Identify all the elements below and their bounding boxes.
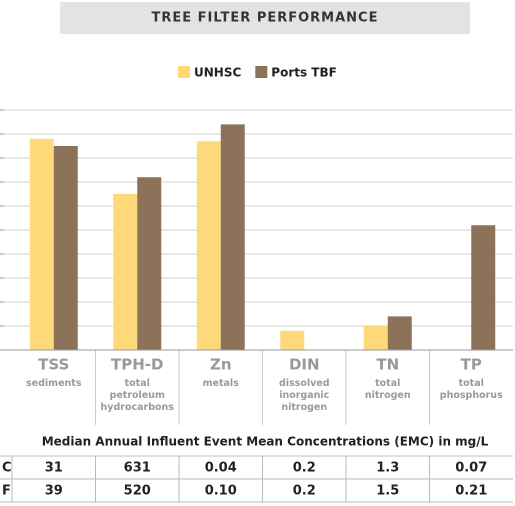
x-tick-label: TSS — [38, 356, 69, 374]
table-cell: 1.3 — [376, 461, 399, 476]
x-tick-label: TN — [376, 356, 399, 374]
table-cell: 0.07 — [455, 461, 487, 476]
x-tick-label: DIN — [289, 356, 320, 374]
bar — [113, 194, 138, 350]
table-cell: 631 — [124, 461, 151, 476]
category-note: sediments — [26, 378, 82, 389]
bar — [137, 177, 162, 350]
table-title: Median Annual Influent Event Mean Concen… — [42, 435, 489, 449]
bar — [471, 225, 496, 350]
legend-swatch — [178, 66, 190, 78]
table-cell: 0.2 — [293, 484, 316, 499]
row-label: F — [2, 484, 11, 499]
bar — [280, 330, 305, 350]
legend-label: Ports TBF — [271, 66, 337, 80]
table-cell: 39 — [45, 484, 63, 499]
table-cell: 520 — [124, 484, 151, 499]
bar — [196, 141, 221, 350]
table-cell: 31 — [45, 461, 63, 476]
x-tick-label: TP — [461, 356, 482, 374]
table-cell: 0.10 — [205, 484, 237, 499]
title-box — [60, 2, 470, 34]
bar — [220, 124, 245, 351]
table-cell: 0.2 — [293, 461, 316, 476]
legend-label: UNHSC — [194, 66, 241, 80]
category-note: dissolved inorganic nitrogen — [279, 378, 330, 413]
table-cell: 1.5 — [376, 484, 399, 499]
category-note: total phosphorus — [440, 378, 503, 401]
x-tick-label: TPH-D — [111, 356, 163, 374]
legend-swatch — [255, 66, 268, 78]
bar — [53, 146, 78, 350]
category-note: metals — [203, 378, 240, 389]
table-cell: 0.04 — [205, 461, 237, 476]
bar — [29, 138, 54, 350]
category-note: total petroleum hydrocarbons — [101, 378, 175, 413]
row-label: C — [2, 461, 12, 476]
category-note: total nitrogen — [365, 378, 411, 401]
table-cell: 0.21 — [455, 484, 487, 499]
x-tick-label: Zn — [210, 356, 232, 374]
bar — [363, 326, 388, 350]
bar — [387, 316, 412, 350]
chart-title: TREE FILTER PERFORMANCE — [152, 11, 379, 26]
